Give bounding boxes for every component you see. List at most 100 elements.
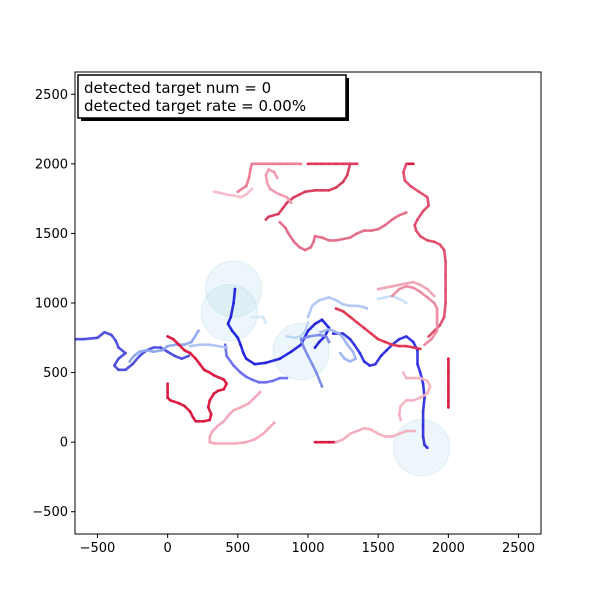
trajectory-point [421,382,425,386]
trajectory-point [117,368,120,372]
trajectory-point [341,438,345,441]
trajectory-point [223,343,227,347]
trajectory-point [320,385,324,388]
trajectory-point [320,236,324,239]
trajectory-point [317,333,321,337]
trajectory-point [292,162,296,166]
trajectory-point [346,343,349,347]
trajectory-point [331,329,335,333]
trajectory-point [397,337,401,341]
trajectory-point [244,357,248,360]
trajectory-point [171,337,175,341]
trajectory-point [369,428,373,431]
trajectory-point [257,381,261,384]
trajectory-point [376,227,380,231]
trajectory-point [334,239,338,242]
trajectory-point [285,335,289,338]
trajectory-point [353,343,356,347]
trajectory-point [298,246,301,249]
trajectory-point [385,349,388,352]
trajectory-point [264,321,268,324]
trajectory-point [348,432,352,436]
trajectory-point [222,442,226,445]
trajectory-point [418,283,422,287]
trajectory-point [264,173,268,177]
target-circle [205,260,263,318]
trajectory-point [438,243,442,246]
trajectory-point [273,190,276,193]
trajectory-point [404,376,408,380]
trajectory-point [365,307,369,310]
trajectory-point [383,223,387,227]
trajectory-point [374,362,377,366]
trajectory-point [317,340,321,344]
trajectory-point [264,218,268,221]
trajectory-point [390,294,394,298]
trajectory-point [402,371,405,374]
trajectory-point [188,344,192,348]
trajectory-point [407,162,411,166]
trajectory-point [447,371,450,374]
trajectory-point [397,214,401,217]
x-tick-label: 1500 [362,541,395,556]
trajectory-point [327,239,331,242]
trajectory-point [275,176,279,180]
trajectory-point [362,305,366,309]
trajectory-point [397,344,401,348]
trajectory-point [267,215,270,219]
trajectory-point [277,212,280,216]
trajectory-point [244,193,248,196]
trajectory-point [435,329,439,333]
trajectory-point [166,344,169,348]
trajectory-point [145,349,148,352]
trajectory-point [232,408,235,412]
trajectory-point [177,343,181,347]
trajectory-point [212,374,216,377]
trajectory-point [131,362,134,366]
trajectory-point [433,329,436,333]
trajectory-point [208,343,212,347]
x-tick-label: 2500 [502,541,535,556]
trajectory-point [383,296,387,299]
trajectory-point [341,180,345,184]
trajectory-point [177,401,181,405]
trajectory-point [265,182,269,185]
trajectory-point [426,446,429,450]
trajectory-point [302,346,306,349]
trajectory-point [390,435,394,438]
annotation-line-2: detected target rate = 0.00% [84,97,306,115]
trajectory-point [427,204,431,207]
trajectory-point [247,176,251,180]
trajectory-point [285,376,289,380]
trajectory-point [320,162,324,166]
trajectory-point [166,390,169,394]
y-tick-label: 0 [60,436,68,451]
trajectory-point [423,443,426,447]
trajectory-point [232,301,235,305]
trajectory-point [166,382,169,386]
trajectory-point [261,315,265,319]
trajectory-point [211,429,214,433]
trajectory-point [442,248,446,252]
x-tick-label: −500 [80,541,116,556]
trajectory-point [306,329,310,333]
trajectory-line [250,315,268,324]
trajectory-point [444,287,447,291]
trajectory-point [418,234,422,238]
trajectory-point [313,440,317,444]
trajectory-point [327,162,331,166]
trajectory-point [264,381,268,384]
trajectory-point [232,364,235,367]
trajectory-line [264,168,293,205]
trajectory-point [320,318,324,321]
trajectory-point [341,336,345,340]
trajectory-point [351,350,355,354]
trajectory-point [435,307,439,310]
trajectory-point [369,229,373,232]
trajectory-point [194,419,198,423]
trajectory-point [271,162,275,166]
trajectory-point [152,350,155,354]
trajectory-point [212,190,216,193]
trajectory-point [348,315,352,319]
trajectory-point [315,371,318,374]
